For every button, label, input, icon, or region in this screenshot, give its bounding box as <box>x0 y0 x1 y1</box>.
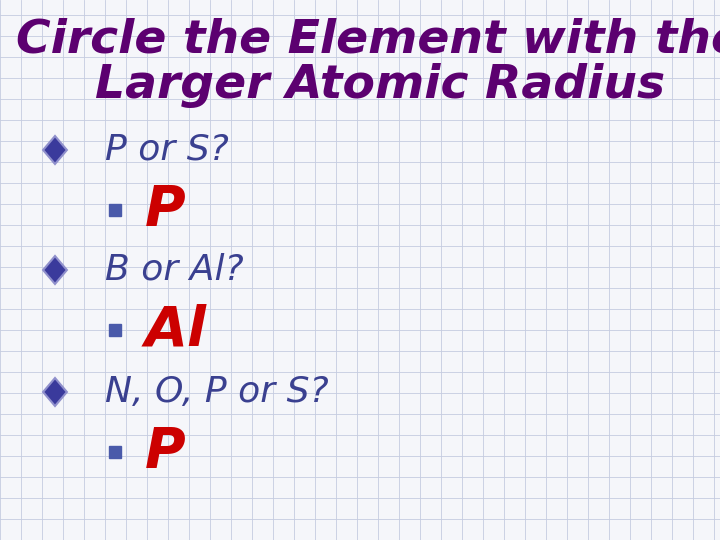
Text: Al: Al <box>145 303 207 357</box>
Polygon shape <box>43 256 67 284</box>
Polygon shape <box>109 204 121 216</box>
Text: Circle the Element with the: Circle the Element with the <box>17 17 720 63</box>
Polygon shape <box>109 446 121 458</box>
Text: P: P <box>145 425 186 479</box>
Polygon shape <box>43 136 67 164</box>
Text: P or S?: P or S? <box>105 133 229 167</box>
Polygon shape <box>43 378 67 406</box>
Text: P: P <box>145 183 186 237</box>
Text: B or Al?: B or Al? <box>105 253 243 287</box>
Text: Larger Atomic Radius: Larger Atomic Radius <box>95 63 665 107</box>
Text: N, O, P or S?: N, O, P or S? <box>105 375 328 409</box>
Polygon shape <box>109 324 121 336</box>
